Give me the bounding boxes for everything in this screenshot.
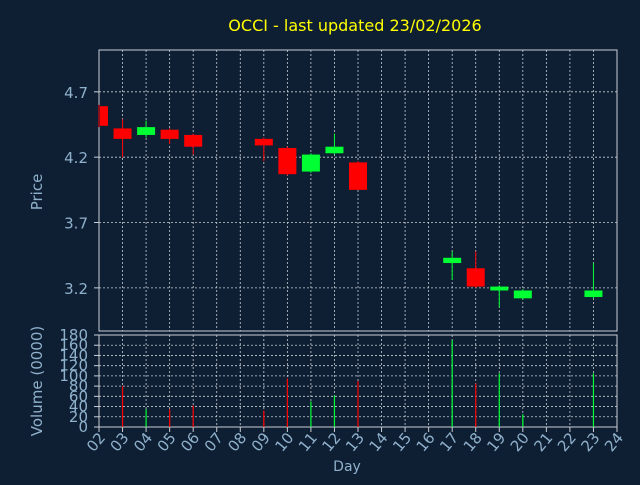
volume-panel: 0204060801001201401601800203040506070809… — [59, 326, 627, 455]
price-axis-label: Price — [28, 174, 46, 211]
volume-axis-label: Volume (0000) — [28, 326, 46, 436]
day-tick-label: 16 — [413, 429, 439, 455]
day-tick-label: 22 — [554, 429, 580, 455]
volume-tick-label: 120 — [59, 357, 88, 375]
candle-body — [278, 148, 297, 175]
day-tick-label: 15 — [389, 429, 415, 455]
day-tick-label: 03 — [107, 429, 133, 455]
price-tick-label: 3.7 — [64, 215, 88, 233]
candle-body — [349, 162, 367, 190]
volume-tick-label: 60 — [69, 387, 88, 405]
volume-tick-label: 80 — [69, 377, 88, 395]
candle-body — [254, 138, 273, 146]
day-tick-label: 17 — [436, 429, 462, 455]
candle-body — [137, 127, 156, 135]
price-panel: 3.2 3.7 4.2 4.7 — [64, 49, 618, 332]
price-tick-label: 3.2 — [64, 280, 88, 298]
volume-tick-label: 20 — [69, 408, 88, 426]
volume-tick-label: 140 — [59, 346, 88, 364]
price-tick-label: 4.7 — [64, 84, 88, 102]
day-tick-label: 14 — [366, 429, 392, 455]
candle-body — [490, 286, 509, 291]
day-tick-label: 19 — [483, 429, 509, 455]
candle-body — [160, 129, 179, 139]
volume-tick-label: 40 — [69, 398, 88, 416]
candle-body — [184, 134, 203, 147]
day-tick-label: 04 — [130, 429, 156, 455]
candle-body — [325, 146, 344, 154]
volume-tick-label: 100 — [59, 367, 88, 385]
day-tick-label: 13 — [342, 429, 368, 455]
day-tick-label: 08 — [224, 429, 250, 455]
day-tick-label: 18 — [460, 429, 486, 455]
volume-tick-label: 180 — [59, 326, 88, 344]
volume-tick-label: 160 — [59, 336, 88, 354]
candle-body — [443, 257, 462, 264]
day-tick-label: 12 — [318, 429, 344, 455]
day-tick-label: 20 — [507, 429, 533, 455]
day-tick-label: 05 — [154, 429, 180, 455]
day-axis-label: Day — [333, 459, 361, 475]
candle-body — [513, 290, 532, 299]
day-tick-label: 21 — [530, 429, 556, 455]
candle-body — [100, 106, 108, 126]
day-tick-label: 09 — [248, 429, 274, 455]
day-tick-label: 07 — [201, 429, 227, 455]
day-tick-label: 24 — [601, 429, 627, 455]
day-tick-label: 06 — [177, 429, 203, 455]
chart-title: OCCI - last updated 23/02/2026 — [228, 16, 481, 35]
candle-body — [113, 128, 132, 139]
volume-tick-label: 0 — [78, 418, 88, 436]
candle-body — [584, 290, 603, 298]
candle-body — [301, 154, 320, 172]
day-tick-label: 10 — [271, 429, 297, 455]
day-tick-label: 11 — [295, 429, 321, 455]
price-tick-label: 4.2 — [64, 149, 88, 167]
day-tick-label: 23 — [577, 429, 603, 455]
candle-body — [466, 268, 485, 287]
